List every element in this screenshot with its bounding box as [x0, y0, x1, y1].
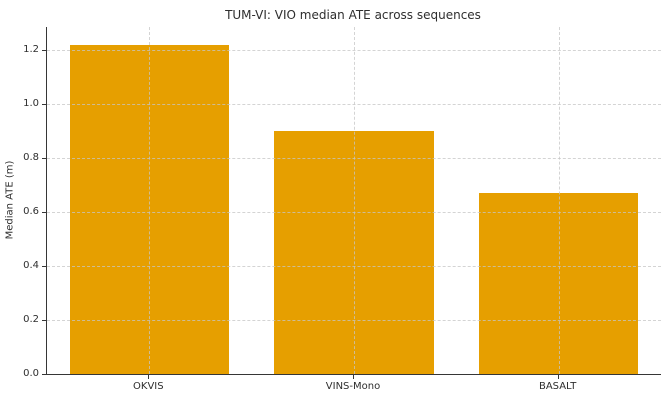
xtick-mark	[148, 375, 150, 379]
xtick-label-basalt: BASALT	[538, 381, 577, 392]
xtick-label-okvis: OKVIS	[133, 381, 164, 392]
ytick-mark	[42, 374, 46, 375]
ytick-mark	[42, 157, 46, 159]
bar-vins-mono	[274, 130, 434, 374]
ytick-mark	[42, 103, 46, 105]
ytick-label: 1.2	[23, 43, 39, 55]
xtick-label-vins-mono: VINS-Mono	[325, 381, 381, 392]
ytick-label: 0.2	[23, 313, 39, 325]
xtick-mark	[557, 375, 559, 379]
ytick-label: 0.0	[23, 368, 39, 379]
ytick-label: 0.6	[23, 205, 39, 217]
ytick-label: 0.8	[23, 151, 39, 163]
bar-okvis	[69, 44, 230, 374]
ytick-mark	[42, 265, 46, 267]
chart-title: TUM-VI: VIO median ATE across sequences	[225, 8, 481, 22]
ytick-mark	[42, 319, 46, 321]
gridline-vertical	[558, 27, 560, 374]
ytick-label: 0.4	[23, 259, 39, 271]
gridline-vertical	[149, 27, 151, 374]
ytick-mark	[42, 49, 46, 51]
y-axis-label: Median ATE (m)	[4, 160, 16, 240]
gridline-vertical	[354, 27, 355, 374]
ytick-mark	[42, 211, 46, 213]
xtick-mark	[353, 375, 354, 379]
ytick-label: 1.0	[23, 97, 39, 109]
plot-area	[46, 27, 661, 375]
